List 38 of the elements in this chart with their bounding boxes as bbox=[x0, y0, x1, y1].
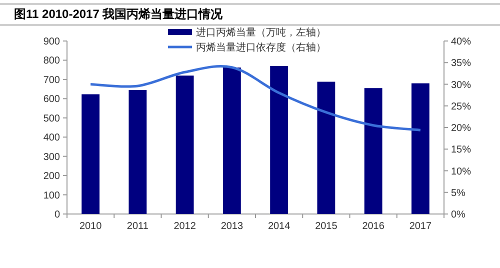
x-tick-label: 2015 bbox=[315, 221, 338, 232]
y2-tick-label: 40% bbox=[451, 36, 472, 48]
x-tick-label: 2013 bbox=[220, 221, 244, 232]
y-tick-label: 0 bbox=[54, 210, 60, 220]
bar bbox=[411, 83, 430, 214]
y-tick-label: 600 bbox=[43, 94, 60, 106]
x-tick-label: 2011 bbox=[126, 221, 149, 232]
bar bbox=[317, 82, 336, 214]
legend-label: 丙烯当量进口依存度（右轴） bbox=[196, 42, 326, 54]
y-tick-label: 100 bbox=[43, 190, 60, 202]
legend-label: 进口丙烯当量（万吨，左轴） bbox=[196, 26, 326, 38]
bar bbox=[82, 94, 100, 214]
y2-tick-label: 20% bbox=[451, 123, 472, 134]
y2-tick-label: 15% bbox=[451, 144, 472, 156]
y-tick-label: 300 bbox=[43, 152, 60, 163]
y2-tick-label: 30% bbox=[451, 80, 472, 91]
bar bbox=[176, 76, 194, 214]
y-tick-label: 200 bbox=[43, 171, 60, 182]
x-tick-label: 2016 bbox=[362, 221, 385, 232]
chart-title: 图11 2010-2017 我国丙烯当量进口情况 bbox=[14, 7, 224, 21]
y2-tick-label: 10% bbox=[451, 166, 472, 178]
y-tick-label: 900 bbox=[43, 36, 60, 48]
y2-tick-label: 5% bbox=[451, 188, 466, 199]
bar bbox=[222, 68, 241, 214]
bar bbox=[364, 88, 382, 214]
x-tick-label: 2014 bbox=[268, 221, 291, 232]
bar bbox=[128, 90, 147, 214]
y-tick-label: 400 bbox=[43, 132, 60, 144]
y-tick-label: 800 bbox=[43, 56, 60, 67]
y2-tick-label: 25% bbox=[451, 101, 472, 112]
y2-tick-label: 35% bbox=[451, 58, 472, 70]
bar bbox=[270, 66, 288, 214]
y2-tick-label: 0% bbox=[451, 210, 466, 220]
x-tick-label: 2012 bbox=[174, 221, 196, 232]
x-tick-label: 2010 bbox=[79, 221, 102, 232]
x-tick-label: 2017 bbox=[409, 221, 432, 232]
y-tick-label: 500 bbox=[43, 113, 60, 124]
y-tick-label: 700 bbox=[43, 74, 60, 86]
